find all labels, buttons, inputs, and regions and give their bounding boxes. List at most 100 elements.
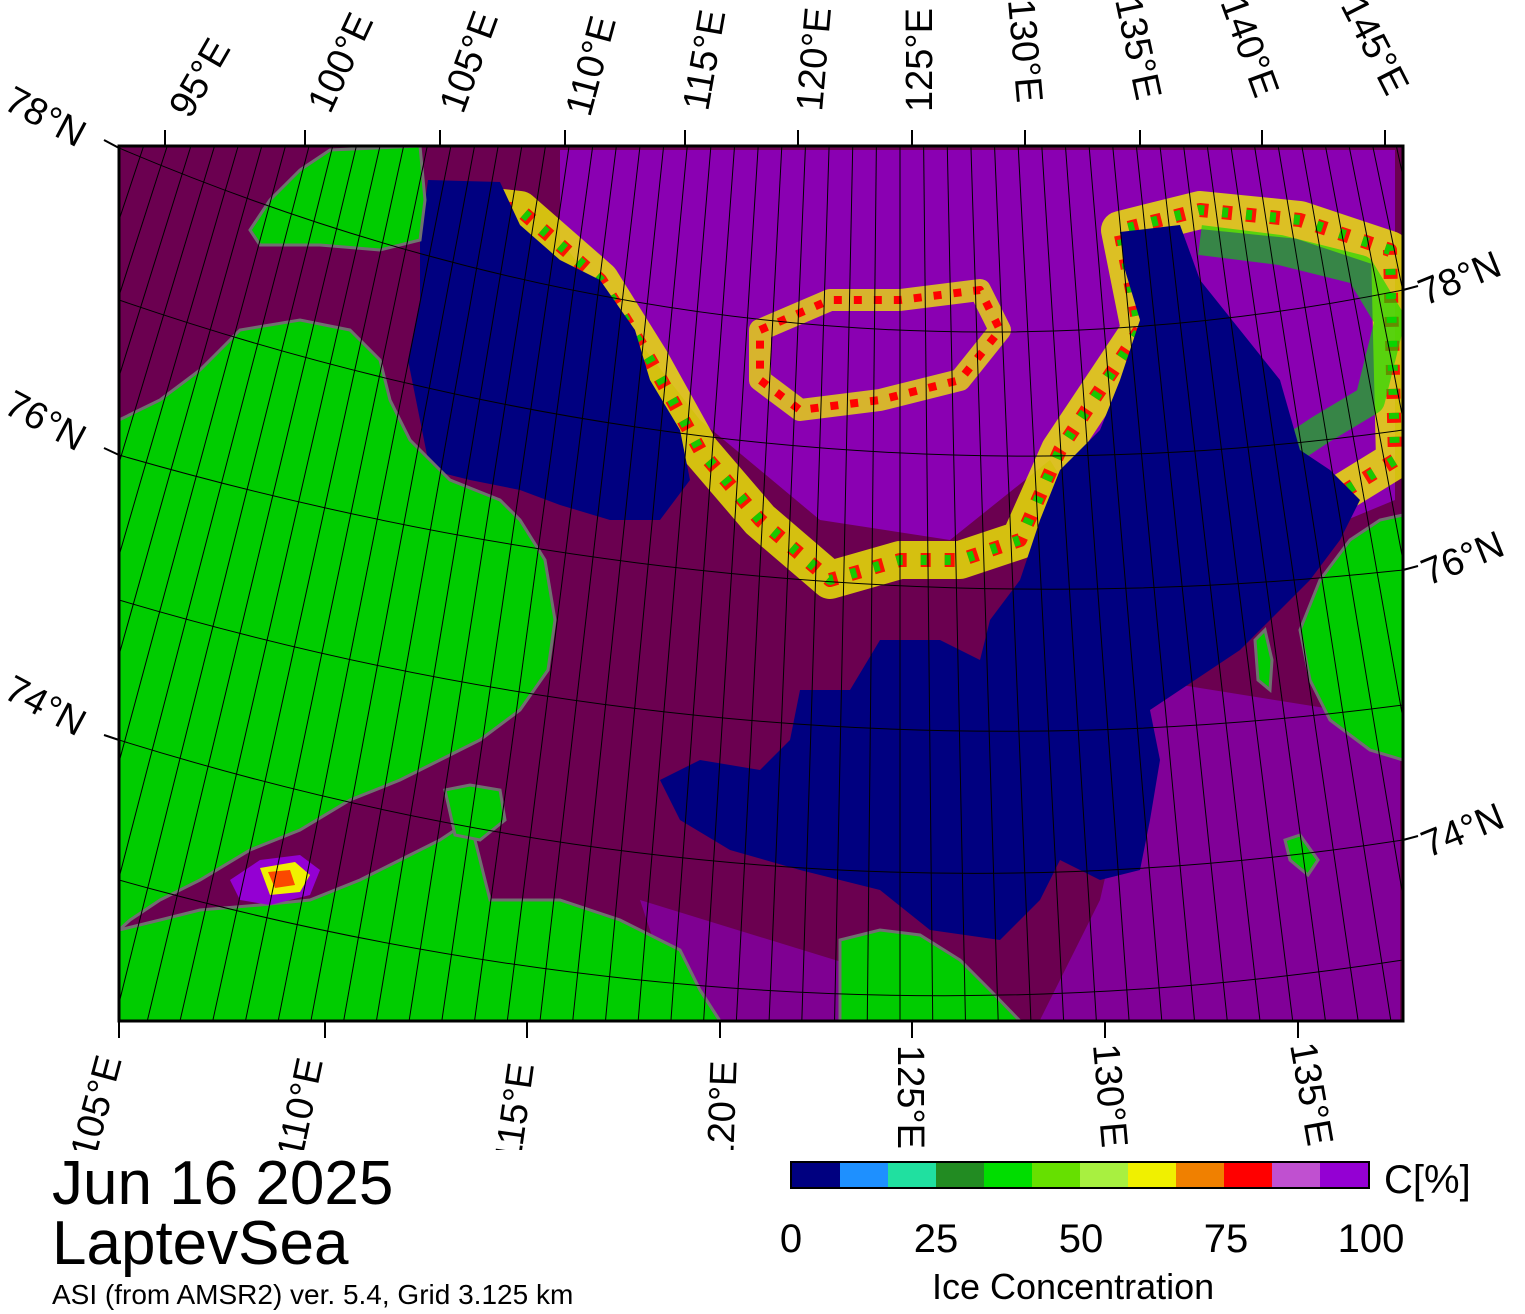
- colorbar-tick: 75: [1203, 1217, 1249, 1261]
- meridian-line: [119, 146, 239, 558]
- colorbar-segment: [1224, 1163, 1272, 1187]
- meridian-line: [1230, 146, 1359, 1021]
- meridian-line: [474, 146, 594, 1021]
- meridian-line: [277, 146, 452, 1021]
- region-title: LaptevSea: [52, 1209, 349, 1278]
- colorbar-segment: [984, 1163, 1032, 1187]
- top-lon-label: 105°E: [432, 6, 507, 118]
- meridian-line: [604, 146, 688, 1021]
- colorbar-tick: 50: [1058, 1217, 1104, 1261]
- top-lon-label: 100°E: [300, 7, 382, 119]
- colorbar-unit: C[%]: [1384, 1158, 1471, 1202]
- right-lat-label: 76°N: [1416, 524, 1510, 595]
- colorbar-segment: [1272, 1163, 1320, 1187]
- high-concentration-ice: [408, 180, 1360, 940]
- colorbar-segment: [792, 1163, 840, 1187]
- data-source-caption: ASI (from AMSR2) ver. 5.4, Grid 3.125 km: [52, 1279, 574, 1310]
- colorbar-segment: [840, 1163, 888, 1187]
- meridian-line: [119, 146, 263, 657]
- latitude-lines: [119, 147, 1403, 997]
- right-lat-label: 74°N: [1416, 796, 1510, 867]
- meridian-line: [179, 146, 381, 1021]
- colorbar-segment: [1032, 1163, 1080, 1187]
- meridian-line: [866, 146, 877, 1021]
- meridian-line: [1064, 146, 1130, 1021]
- colorbar-tick: 25: [913, 1217, 959, 1261]
- right-lat-label: 78°N: [1413, 244, 1507, 315]
- meridian-line: [637, 146, 712, 1021]
- bottom-lon-label: 105°E: [63, 1051, 130, 1150]
- meridian-line: [506, 146, 617, 1021]
- meridian-line: [310, 146, 476, 1021]
- date-title: Jun 16 2025: [52, 1149, 394, 1218]
- meridian-line: [768, 146, 806, 1021]
- meridian-line: [801, 146, 830, 1021]
- meridian-line: [1041, 146, 1097, 1021]
- top-lon-label: 130°E: [999, 0, 1050, 104]
- meridian-line: [572, 146, 665, 1021]
- meridian-line: [146, 146, 357, 1021]
- meridian-line: [119, 146, 216, 465]
- longitude-lines: [119, 146, 1403, 1021]
- meridian-line: [1159, 146, 1261, 1021]
- meridian-line: [1088, 146, 1163, 1021]
- top-lon-label: 140°E: [1212, 0, 1287, 103]
- meridian-line: [1017, 146, 1065, 1021]
- meridian-line: [1206, 146, 1326, 1021]
- meridian-line: [1301, 146, 1403, 722]
- meridian-line: [1277, 146, 1403, 900]
- top-lon-label: 115°E: [676, 7, 735, 114]
- meridian-line: [244, 146, 428, 1021]
- meridian-line: [408, 146, 546, 1021]
- meridian-line: [735, 146, 783, 1021]
- colorbar-segment: [1320, 1163, 1368, 1187]
- left-lat-label: 74°N: [0, 668, 92, 745]
- top-longitude-labels: 95°E 100°E 105°E 110°E 115°E 120°E 125°E…: [161, 0, 1417, 125]
- bottom-lon-label: 125°E: [889, 1045, 931, 1149]
- top-lon-label: 110°E: [558, 12, 625, 121]
- meridian-line: [343, 146, 499, 1021]
- colorbar-segment: [888, 1163, 936, 1187]
- bottom-lon-label: 130°E: [1084, 1042, 1135, 1149]
- meridian-line: [1348, 146, 1403, 422]
- colorbar-tick: 100: [1337, 1217, 1405, 1261]
- meridian-line: [212, 146, 405, 1021]
- meridian-line: [1135, 146, 1228, 1021]
- colorbar-segment: [936, 1163, 984, 1187]
- meridian-line: [119, 146, 334, 1006]
- colorbar-segment: [1176, 1163, 1224, 1187]
- meridian-line: [994, 146, 1032, 1021]
- frame-ticks: [103, 130, 1419, 1038]
- colorbar-tick: 0: [779, 1217, 803, 1261]
- colorbar: [790, 1161, 1370, 1189]
- bottom-longitude-labels: 105°E 110°E 115°E 120°E 125°E 130°E 135°…: [63, 1039, 1340, 1150]
- meridian-line: [119, 146, 192, 379]
- meridian-line: [923, 146, 934, 1021]
- meridian-line: [441, 146, 570, 1021]
- meridian-line: [670, 146, 736, 1021]
- land: [119, 146, 1403, 1021]
- meridian-line: [1324, 146, 1403, 564]
- bottom-lon-label: 120°E: [700, 1060, 746, 1150]
- meridian-line: [119, 146, 121, 151]
- meridian-line: [119, 146, 286, 765]
- ice-concentration-map: 95°E 100°E 105°E 110°E 115°E 120°E 125°E…: [0, 0, 1510, 1150]
- meridian-line: [375, 146, 523, 1021]
- bottom-lon-label: 135°E: [1281, 1039, 1340, 1149]
- meridian-line: [1254, 146, 1392, 1021]
- left-lat-label: 78°N: [0, 79, 92, 156]
- bottom-lon-label: 110°E: [270, 1054, 332, 1150]
- bottom-lon-label: 115°E: [487, 1060, 543, 1150]
- meridian-line: [946, 146, 966, 1021]
- top-lon-label: 95°E: [161, 32, 239, 125]
- top-lon-label: 145°E: [1332, 0, 1417, 102]
- meridian-line: [834, 146, 854, 1021]
- meridian-line: [703, 146, 759, 1021]
- meridian-line: [1112, 146, 1196, 1021]
- map-frame: [117, 144, 1405, 1023]
- colorbar-title: Ice Concentration: [932, 1266, 1215, 1307]
- colorbar-segment: [1080, 1163, 1128, 1187]
- meridian-line: [970, 146, 999, 1021]
- top-lon-label: 135°E: [1106, 0, 1169, 104]
- meridian-line: [539, 146, 641, 1021]
